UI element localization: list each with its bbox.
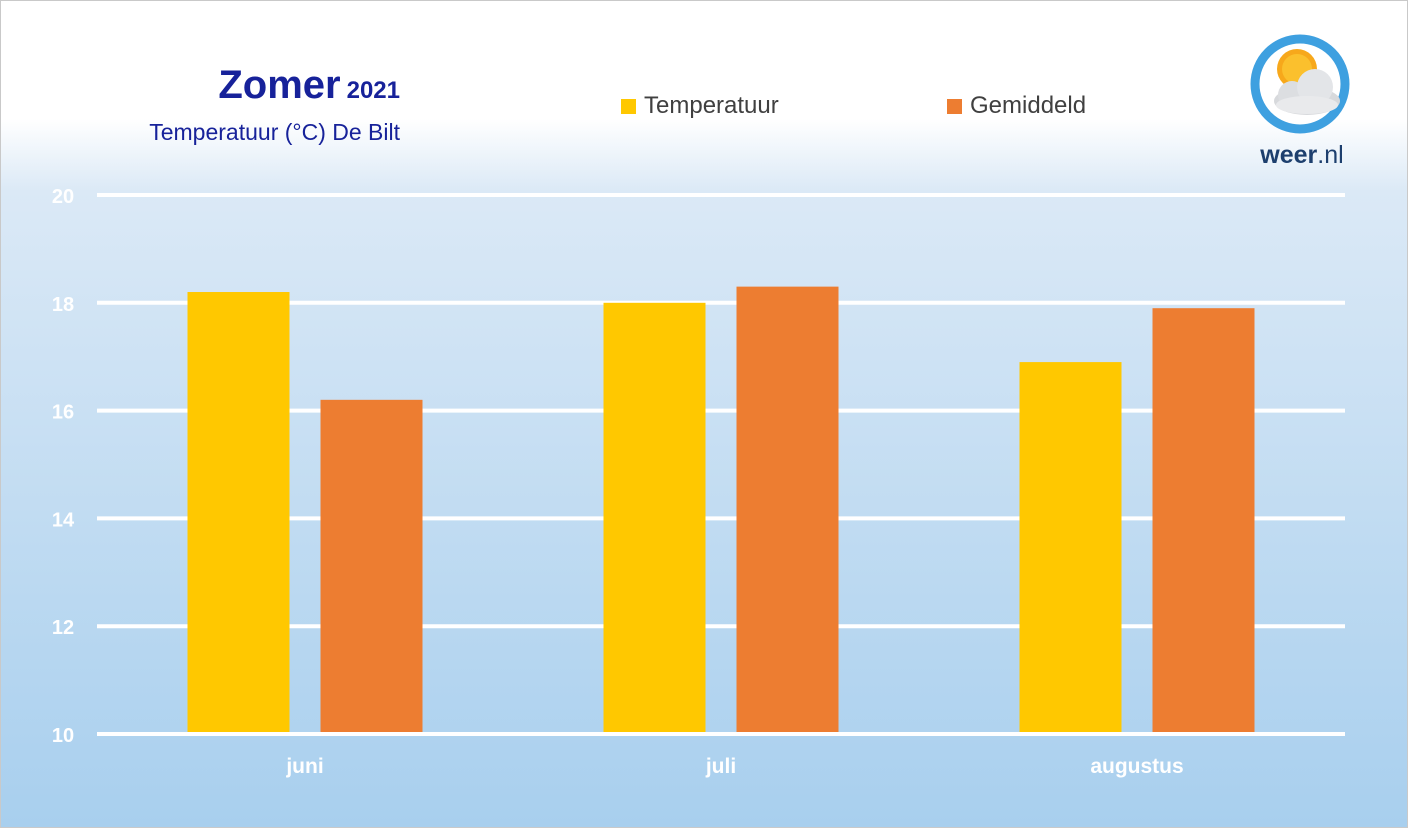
legend-label-gemiddeld: Gemiddeld bbox=[970, 92, 1087, 119]
gridlines bbox=[97, 193, 1345, 736]
legend-swatch-gemiddeld bbox=[947, 98, 962, 114]
legend-item-temperatuur: Temperatuur bbox=[621, 91, 779, 121]
x-tick-label: augustus bbox=[1090, 755, 1183, 778]
y-tick-label: 16 bbox=[52, 402, 74, 424]
bar-temperatuur-augustus bbox=[1019, 362, 1122, 732]
bar-temperatuur-juni bbox=[187, 292, 290, 732]
logo-text: weer.nl bbox=[1247, 141, 1357, 170]
bar-temperatuur-juli bbox=[603, 302, 706, 732]
title-year: 2021 bbox=[346, 77, 400, 104]
logo-brand: weer bbox=[1260, 141, 1318, 169]
x-tick-label: juli bbox=[705, 755, 736, 778]
bar-gemiddeld-augustus bbox=[1152, 308, 1255, 732]
weer-nl-logo: weer.nl bbox=[1247, 29, 1357, 174]
chart-title: Zomer 2021 bbox=[218, 63, 400, 108]
y-tick-label: 12 bbox=[52, 617, 74, 639]
y-tick-label: 20 bbox=[52, 186, 74, 208]
y-tick-label: 10 bbox=[52, 725, 74, 747]
y-tick-label: 18 bbox=[52, 294, 74, 316]
legend-swatch-temperatuur bbox=[621, 98, 636, 114]
title-main: Zomer bbox=[218, 63, 341, 107]
bar-gemiddeld-juli bbox=[736, 286, 839, 732]
x-tick-label: juni bbox=[285, 755, 323, 778]
y-tick-labels: 10 12 14 16 18 20 bbox=[52, 186, 75, 747]
chart-subtitle: Temperatuur (°C) De Bilt bbox=[149, 119, 400, 145]
sun-cloud-icon bbox=[1250, 34, 1350, 134]
y-tick-label: 14 bbox=[52, 509, 75, 531]
legend-item-gemiddeld: Gemiddeld bbox=[947, 91, 1086, 121]
legend-label-temperatuur: Temperatuur bbox=[644, 92, 779, 119]
logo-tld: .nl bbox=[1317, 141, 1344, 169]
x-tick-labels: juni juli augustus bbox=[285, 755, 1183, 778]
bar-gemiddeld-juni bbox=[320, 399, 423, 732]
bars bbox=[187, 286, 1255, 732]
